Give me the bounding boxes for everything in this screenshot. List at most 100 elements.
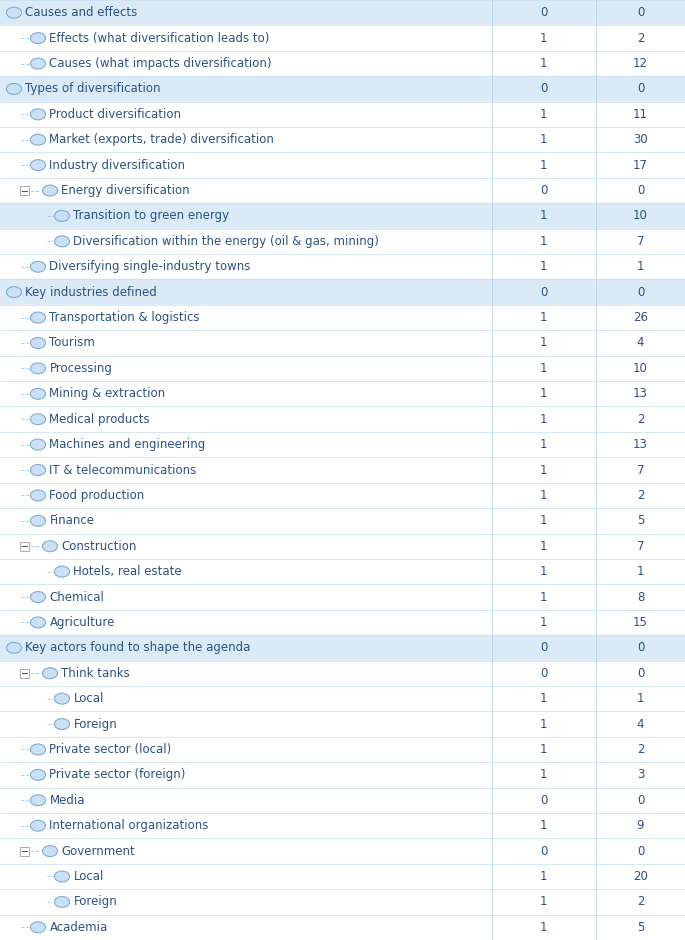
Text: Chemical: Chemical — [49, 590, 104, 603]
Bar — [0, 203, 685, 228]
Bar — [0, 788, 685, 813]
Text: 1: 1 — [540, 260, 547, 274]
Text: 10: 10 — [633, 362, 648, 375]
Text: Transition to green energy: Transition to green energy — [73, 210, 229, 223]
Text: 1: 1 — [637, 692, 644, 705]
Ellipse shape — [31, 490, 45, 501]
Ellipse shape — [42, 667, 58, 679]
Text: 0: 0 — [637, 793, 644, 807]
Text: 1: 1 — [540, 57, 547, 70]
Ellipse shape — [42, 185, 58, 196]
Text: 0: 0 — [540, 641, 547, 654]
Text: 12: 12 — [633, 57, 648, 70]
Text: Diversifying single-industry towns: Diversifying single-industry towns — [49, 260, 251, 274]
Bar — [0, 712, 685, 737]
Text: 7: 7 — [637, 463, 644, 477]
Ellipse shape — [6, 287, 21, 298]
Text: 1: 1 — [540, 235, 547, 248]
Ellipse shape — [31, 795, 45, 806]
Text: Mining & extraction: Mining & extraction — [49, 387, 166, 400]
Bar — [0, 178, 685, 203]
Ellipse shape — [55, 718, 69, 729]
Ellipse shape — [42, 846, 58, 856]
Bar — [0, 152, 685, 178]
Ellipse shape — [55, 211, 69, 222]
Text: 1: 1 — [540, 489, 547, 502]
Text: 3: 3 — [637, 768, 644, 781]
Text: 4: 4 — [637, 717, 644, 730]
Text: Key actors found to shape the agenda: Key actors found to shape the agenda — [25, 641, 251, 654]
Ellipse shape — [31, 58, 45, 69]
Bar — [0, 661, 685, 686]
Text: 1: 1 — [540, 337, 547, 350]
Text: 20: 20 — [633, 870, 648, 883]
Text: 1: 1 — [637, 565, 644, 578]
Ellipse shape — [31, 821, 45, 831]
Bar — [0, 635, 685, 661]
Text: 0: 0 — [637, 666, 644, 680]
Text: 1: 1 — [540, 438, 547, 451]
Text: 1: 1 — [540, 590, 547, 603]
Text: 1: 1 — [637, 260, 644, 274]
Text: 2: 2 — [637, 413, 644, 426]
Text: 2: 2 — [637, 489, 644, 502]
Bar — [0, 381, 685, 406]
Ellipse shape — [31, 134, 45, 145]
Text: Food production: Food production — [49, 489, 145, 502]
Text: 30: 30 — [633, 133, 648, 147]
Text: Construction: Construction — [62, 540, 137, 553]
Text: 0: 0 — [637, 641, 644, 654]
Text: Media: Media — [49, 793, 85, 807]
Text: 7: 7 — [637, 540, 644, 553]
Text: Transportation & logistics: Transportation & logistics — [49, 311, 200, 324]
Text: 0: 0 — [540, 7, 547, 19]
Ellipse shape — [31, 337, 45, 349]
Ellipse shape — [31, 312, 45, 323]
Text: 9: 9 — [637, 819, 644, 832]
Text: 1: 1 — [540, 743, 547, 756]
Text: 5: 5 — [637, 514, 644, 527]
Text: 1: 1 — [540, 514, 547, 527]
Text: 1: 1 — [540, 362, 547, 375]
Text: Key industries defined: Key industries defined — [25, 286, 158, 299]
Text: 1: 1 — [540, 717, 547, 730]
Ellipse shape — [31, 591, 45, 603]
Text: 1: 1 — [540, 463, 547, 477]
Ellipse shape — [31, 770, 45, 780]
Ellipse shape — [31, 744, 45, 755]
Text: 1: 1 — [540, 108, 547, 121]
Text: 1: 1 — [540, 768, 547, 781]
Text: 1: 1 — [540, 692, 547, 705]
Ellipse shape — [6, 8, 21, 18]
Text: 1: 1 — [540, 565, 547, 578]
Bar — [0, 406, 685, 431]
Text: Academia: Academia — [49, 921, 108, 933]
Bar — [0, 330, 685, 355]
Text: Private sector (local): Private sector (local) — [49, 743, 172, 756]
Text: 13: 13 — [633, 438, 648, 451]
Bar — [0, 889, 685, 915]
Ellipse shape — [55, 871, 69, 882]
Text: 2: 2 — [637, 896, 644, 908]
Text: 10: 10 — [633, 210, 648, 223]
Bar — [0, 559, 685, 585]
Text: 0: 0 — [540, 844, 547, 857]
Bar — [0, 534, 685, 559]
Text: 0: 0 — [540, 286, 547, 299]
Text: 15: 15 — [633, 616, 648, 629]
Text: 0: 0 — [540, 793, 547, 807]
Text: 1: 1 — [540, 870, 547, 883]
Text: Government: Government — [62, 844, 135, 857]
Ellipse shape — [31, 515, 45, 526]
Text: Diversification within the energy (oil & gas, mining): Diversification within the energy (oil &… — [73, 235, 379, 248]
Ellipse shape — [31, 414, 45, 425]
Text: 0: 0 — [637, 844, 644, 857]
Text: 1: 1 — [540, 159, 547, 172]
Text: 0: 0 — [637, 184, 644, 197]
Text: Finance: Finance — [49, 514, 95, 527]
Bar — [0, 431, 685, 457]
Bar — [0, 686, 685, 712]
Bar — [0, 51, 685, 76]
Text: 1: 1 — [540, 819, 547, 832]
Ellipse shape — [55, 897, 69, 907]
